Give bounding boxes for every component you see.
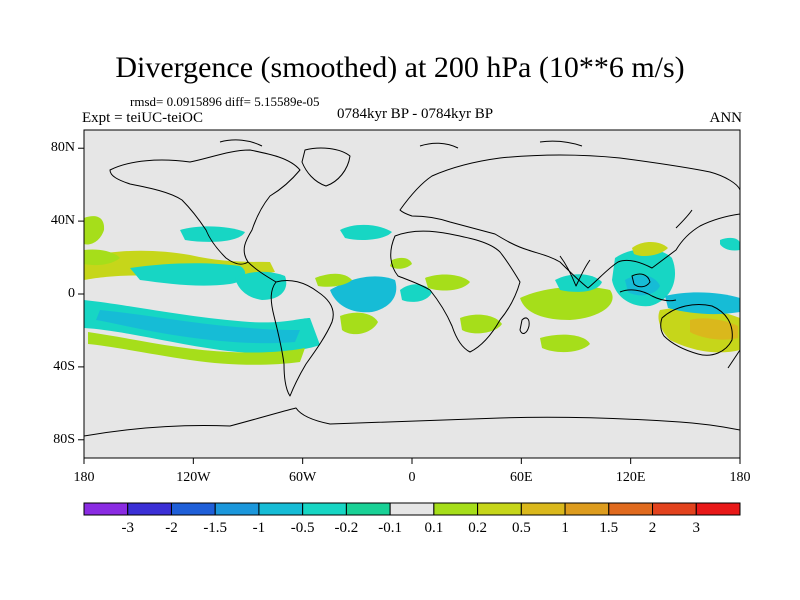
period-label: 0784kyr BP - 0784kyr BP [336,106,494,122]
north-america-coast [109,149,301,265]
colorbar-swatch [170,502,216,516]
greenland-coast [301,147,351,187]
east-pacific-neg [720,237,740,251]
x-tick-label: 120W [176,470,211,485]
experiment-label: Expt = teiUC-teiOC [82,110,203,126]
north-pacific-pos [84,216,105,245]
colorbar-swatch [695,502,741,516]
colorbar-label: -0.1 [378,520,402,536]
colorbar-label: -2 [165,520,178,536]
colorbar-label: 0.2 [468,520,487,536]
colorbar-label: 1.5 [599,520,619,536]
tropical-pacific-neg-band [130,263,246,286]
y-tick-label: 80S [53,431,75,447]
coastlines [84,139,740,437]
india-coast [559,255,591,287]
australia-coast [660,304,733,356]
colorbar-swatch [608,502,654,516]
north-pacific-pos-2 [84,249,120,266]
new-zealand-coast [727,349,740,369]
colorbar-swatch [389,502,435,516]
colorbar-swatch [477,502,522,516]
borneo-coast [631,273,651,288]
colorbar-swatch [564,502,610,516]
sw-pacific-neg [665,292,740,315]
indian-ocean-neg [555,274,602,292]
y-tick-label: 80N [50,140,75,156]
colorbar-label: 0.1 [424,520,444,536]
colorbar-swatch [302,502,347,516]
atlantic-eq-neg [330,276,397,313]
colorbar-label: 1 [561,520,569,536]
africa-coast [390,230,521,353]
colorbar-label: -0.2 [334,520,359,536]
x-tick-label: 60E [510,470,533,485]
colorbar-swatch [433,502,479,516]
south-america-coast [270,279,334,397]
north-atlantic-neg [340,224,392,240]
north-pacific-neg [180,226,245,242]
colorbar-label: 3 [692,520,701,536]
south-indian-pos [460,314,502,334]
central-america-coast [247,261,277,283]
colorbar-label: 0.5 [511,520,531,536]
australia-pos-dark [690,318,738,340]
antarctica-coast [84,407,740,437]
maritime-pos [632,242,668,256]
colorbar-swatch [258,502,304,516]
colorbar-swatch [214,502,260,516]
colorbar-swatch [127,502,172,516]
africa-pos [425,274,470,291]
eurasia-coast [399,154,740,289]
colorbar-label: -1.5 [203,520,228,536]
atlantic-north-pos [390,257,412,269]
colorbar [83,502,741,516]
south-pacific-pos-band [88,332,305,365]
indonesia-coast [619,289,677,302]
x-tick-label: 120E [615,470,646,485]
y-tick-label: 0 [68,286,75,301]
x-tick-label: 0 [408,470,416,485]
colorbar-label: -1 [252,520,266,536]
atlantic-eq-pos [315,273,352,287]
colorbar-label: 2 [648,520,657,536]
season-label: ANN [709,110,743,126]
colorbar-swatch [345,502,391,516]
x-tick-label: 180 [73,470,95,485]
colorbar-swatch [652,502,697,516]
madagascar-coast [519,317,530,334]
axis-ticks [78,147,741,464]
maritime-neg-dark [625,275,660,296]
japan-coast [675,209,693,229]
central-america-neg [235,271,287,300]
rmsd-stats: rmsd= 0.0915896 diff= 5.15589e-05 [130,94,320,109]
africa-neg [400,284,432,302]
colorbar-label: -3 [121,520,134,536]
colorbar-swatch [520,502,566,516]
x-tick-label: 60W [289,470,317,485]
y-tick-label: 40S [53,358,75,374]
indian-ocean-pos [520,286,613,320]
colorbar-label: -0.5 [290,520,315,536]
arctic-islands-coast [219,139,583,149]
atlantic-south-pos [340,312,378,335]
divergence-field [84,216,740,365]
south-pacific-neg-band-2 [96,310,300,344]
south-indian-pos-2 [540,334,590,353]
colorbar-swatch [83,502,129,516]
x-tick-label: 180 [729,470,751,485]
y-tick-label: 40N [50,213,75,229]
plot-title: Divergence (smoothed) at 200 hPa (10**6 … [115,51,685,84]
